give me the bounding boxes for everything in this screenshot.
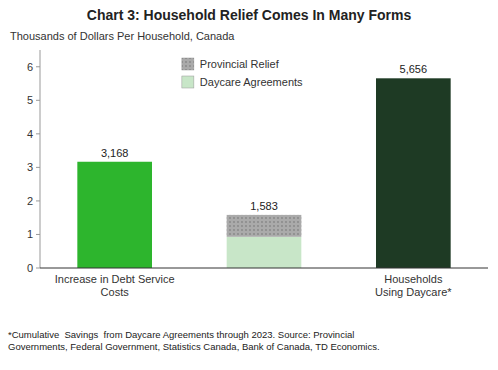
bars [77,78,450,268]
bar [376,78,451,268]
y-tick [36,66,40,67]
y-tick-label: 6 [27,61,33,73]
data-label: 5,656 [400,63,428,75]
bar-pattern [227,215,302,237]
y-tick [36,133,40,134]
y-tick-label: 0 [27,262,33,274]
y-tick-label: 5 [27,94,33,106]
bar [227,237,302,268]
bar [227,215,302,237]
legend-swatch [182,76,194,88]
x-axis: Increase in Debt ServiceCosts HouseholdsU… [40,268,488,298]
data-label: 3,168 [101,147,129,159]
legend: Provincial Relief Daycare Agreements [182,58,303,88]
y-tick [36,200,40,201]
legend-swatch-pattern [182,58,194,70]
x-axis-line [40,268,488,269]
chart: Chart 3: Household Relief Comes In Many … [0,0,498,370]
y-tick-label: 3 [27,161,33,173]
y-tick [36,100,40,101]
y-tick-label: 4 [27,128,33,140]
legend-label: Provincial Relief [200,58,280,70]
legend-label: Daycare Agreements [200,76,303,88]
y-axis: 0 1 2 3 4 5 6 [27,50,40,274]
y-tick [36,268,40,269]
y-tick-label: 1 [27,228,33,240]
legend-swatch [182,58,194,70]
bar [77,162,152,268]
total-label: 1,583 [250,200,278,212]
y-axis-label: Thousands of Dollars Per Household, Cana… [10,30,235,42]
title: Chart 3: Household Relief Comes In Many … [87,7,412,23]
footnote: *Cumulative Savings from Daycare Agreeme… [8,329,380,352]
y-tick [36,234,40,235]
data-labels: 3,168 1,583 5,656 [101,63,427,212]
y-axis-line [40,50,41,268]
x-tick-label: HouseholdsUsing Daycare* [375,273,452,298]
y-tick-label: 2 [27,195,33,207]
y-tick [36,167,40,168]
x-tick-label: Increase in Debt ServiceCosts [55,273,175,298]
